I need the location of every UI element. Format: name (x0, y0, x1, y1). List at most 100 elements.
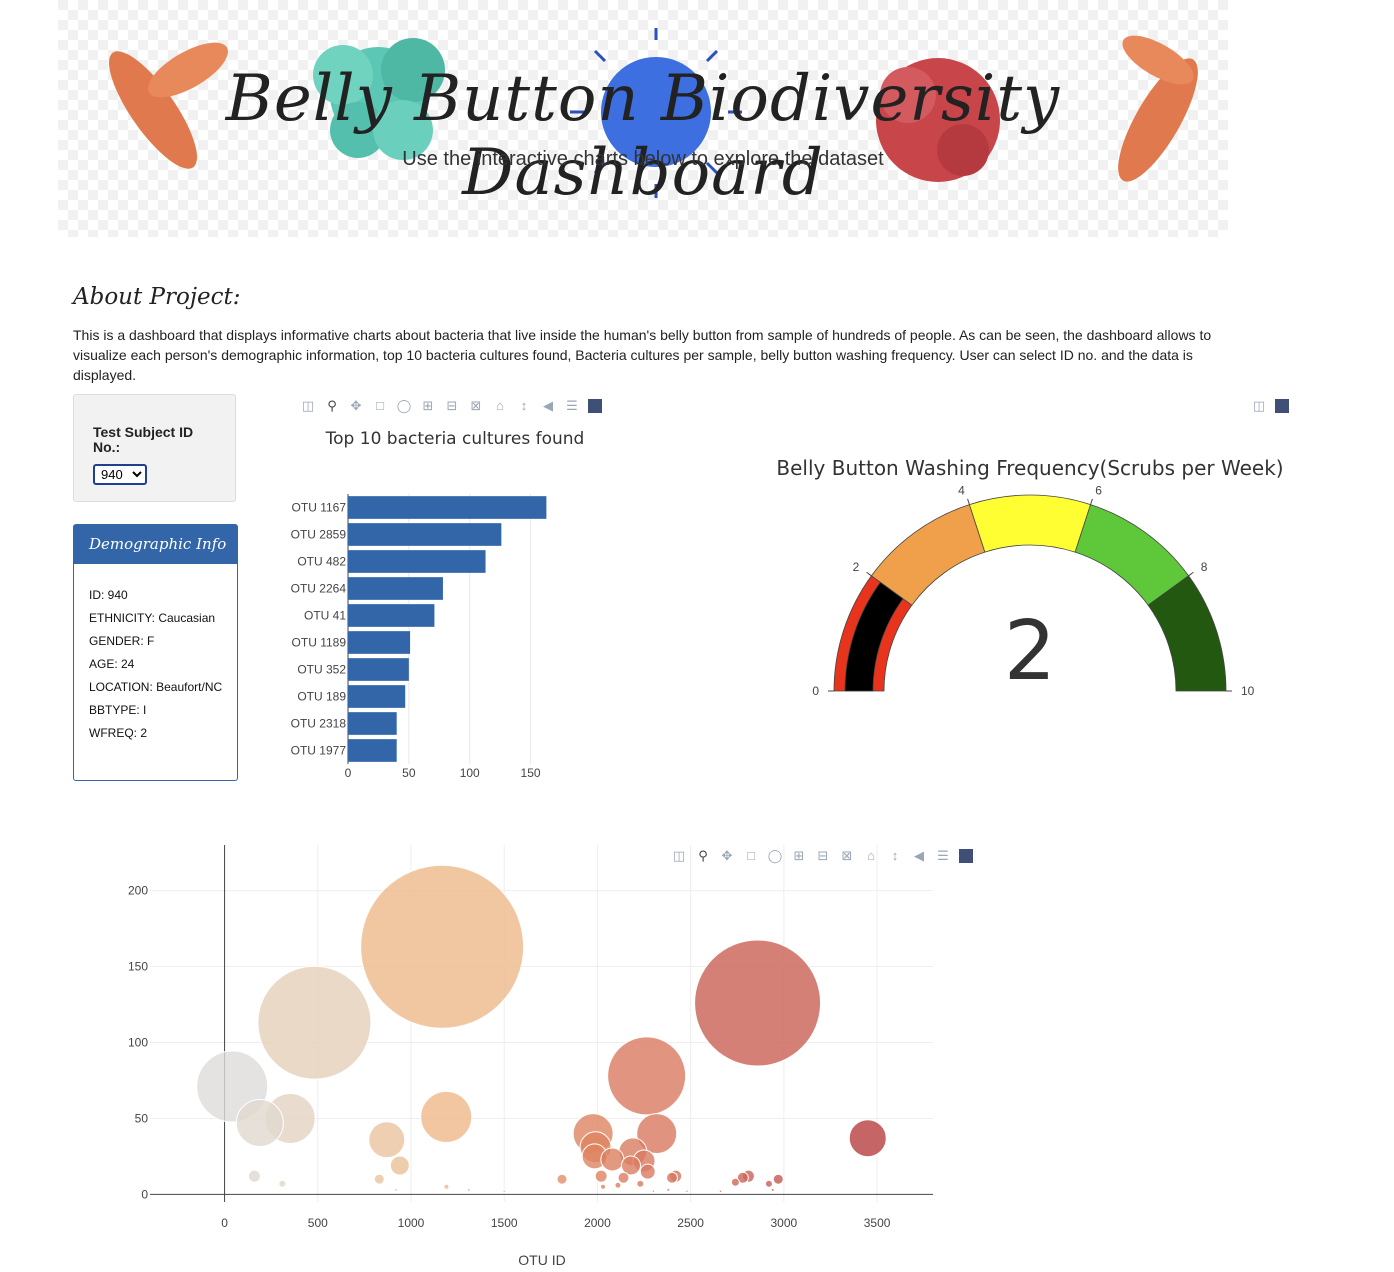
gauge-tick (1188, 571, 1194, 577)
gauge-tick-label: 4 (958, 483, 965, 497)
pan-icon[interactable]: ✥ (721, 848, 733, 863)
gauge-tick-label: 10 (1241, 684, 1255, 698)
bar-x-tick-label: 150 (521, 766, 541, 780)
gauge-value-bar (844, 581, 904, 692)
camera-icon[interactable]: ◫ (1252, 398, 1266, 413)
bar-x-tick-label: 100 (460, 766, 480, 780)
bubble-point (636, 1179, 645, 1188)
bubble-point (848, 1119, 887, 1158)
bar-category-label: OTU 2859 (291, 528, 347, 542)
bar-x-tick-label: 50 (402, 766, 416, 780)
bubble-point (556, 1173, 568, 1185)
bubble-x-tick-label: 2500 (677, 1216, 704, 1230)
bacteria-illustration-right (1118, 35, 1198, 182)
subject-id-select[interactable]: 940 (93, 464, 147, 485)
autoscale-icon[interactable]: ⊠ (841, 848, 853, 863)
bar-x-tick-label: 0 (345, 766, 352, 780)
bubble-point (617, 1171, 630, 1184)
bubble-point (466, 1187, 471, 1192)
hover-compare-icon[interactable]: ☰ (566, 398, 578, 413)
demographic-list: ID: 940 ETHNICITY: Caucasian GENDER: F A… (74, 564, 237, 740)
bubble-point (636, 1113, 678, 1155)
gauge-tick-label: 2 (853, 560, 860, 574)
bacteria-illustration-left (108, 42, 228, 169)
subject-selector-card: Test Subject ID No.: 940 (73, 394, 236, 502)
bar (348, 604, 435, 627)
dashboard-subtitle: Use the interactive charts below to expl… (402, 148, 884, 170)
bubble-point (394, 1187, 399, 1192)
bubble-x-tick-label: 500 (308, 1216, 328, 1230)
camera-icon[interactable]: ◫ (672, 848, 686, 863)
demographic-item: WFREQ: 2 (89, 726, 148, 740)
bar (348, 550, 486, 573)
gauge-step (968, 494, 1092, 553)
banner-artwork (58, 0, 1228, 237)
demographic-item: ID: 940 (89, 588, 128, 602)
demographic-item: BBTYPE: I (89, 703, 147, 717)
lasso-icon[interactable]: ◯ (396, 398, 412, 413)
box-select-icon[interactable]: □ (376, 398, 384, 413)
gauge-tick-label: 8 (1201, 560, 1208, 574)
reset-axes-icon[interactable]: ⌂ (496, 398, 504, 413)
bubble-point (772, 1173, 784, 1185)
bar-category-label: OTU 1167 (292, 501, 347, 515)
bubble-point (247, 1169, 261, 1183)
bubble-x-tick-label: 0 (221, 1216, 228, 1230)
bubble-point (594, 1169, 608, 1183)
zoom-in-icon[interactable]: ⊞ (793, 848, 805, 863)
bar (348, 631, 411, 654)
pan-icon[interactable]: ✥ (350, 398, 362, 413)
gauge-value-number: 2 (1004, 604, 1056, 699)
autoscale-icon[interactable]: ⊠ (470, 398, 482, 413)
bubble-point (420, 1090, 473, 1143)
bubble-point (694, 939, 822, 1067)
bubble-chart-modebar: ◫ ⚲ ✥ □ ◯ ⊞ ⊟ ⊠ ⌂ ↕ ◀ ☰ (671, 849, 973, 863)
bubble-point (685, 1189, 689, 1194)
zoom-icon[interactable]: ⚲ (698, 848, 708, 863)
bubble-point (278, 1179, 287, 1188)
about-description: This is a dashboard that displays inform… (73, 327, 1212, 383)
bubble-point (718, 1189, 723, 1194)
reset-axes-icon[interactable]: ⌂ (867, 848, 875, 863)
hover-compare-icon[interactable]: ☰ (937, 848, 949, 863)
zoom-out-icon[interactable]: ⊟ (446, 398, 458, 413)
bar-category-label: OTU 41 (304, 609, 346, 623)
bubble-point (764, 1179, 773, 1188)
bubble-point (373, 1173, 385, 1185)
bubble-point (443, 1183, 450, 1190)
bubble-y-tick-label: 100 (128, 1035, 148, 1049)
zoom-in-icon[interactable]: ⊞ (422, 398, 434, 413)
plotly-logo-icon[interactable] (959, 849, 973, 863)
bubble-point (607, 1036, 687, 1116)
bar-chart-modebar: ◫ ⚲ ✥ □ ◯ ⊞ ⊟ ⊠ ⌂ ↕ ◀ ☰ (300, 399, 602, 413)
box-select-icon[interactable]: □ (747, 848, 755, 863)
bubble-x-tick-label: 3000 (771, 1216, 798, 1230)
bubble-x-tick-label: 2000 (584, 1216, 611, 1230)
bar (348, 739, 397, 762)
lasso-icon[interactable]: ◯ (767, 848, 783, 863)
camera-icon[interactable]: ◫ (301, 398, 315, 413)
bar-category-label: OTU 189 (297, 690, 346, 704)
bubble-x-tick-label: 3500 (864, 1216, 891, 1230)
bubble-point (730, 1177, 740, 1187)
bubble-point (639, 1163, 656, 1180)
gauge-tick (967, 498, 970, 505)
bubble-x-tick-label: 1000 (398, 1216, 425, 1230)
bubble-point (620, 1155, 641, 1176)
hover-closest-icon[interactable]: ◀ (543, 398, 553, 413)
hover-closest-icon[interactable]: ◀ (914, 848, 924, 863)
plotly-logo-icon[interactable] (1275, 399, 1289, 413)
bubble-y-tick-label: 200 (128, 884, 148, 898)
zoom-out-icon[interactable]: ⊟ (817, 848, 829, 863)
demographic-item: ETHNICITY: Caucasian (89, 611, 216, 625)
spike-lines-icon[interactable]: ↕ (520, 398, 528, 413)
spike-lines-icon[interactable]: ↕ (891, 848, 899, 863)
bubble-point (651, 1189, 656, 1194)
plotly-logo-icon[interactable] (588, 399, 602, 413)
zoom-icon[interactable]: ⚲ (327, 398, 337, 413)
bar-category-label: OTU 352 (297, 663, 346, 677)
dashboard-title: Belly Button Biodiversity Dashboard (225, 62, 1061, 210)
bubble-y-tick-label: 150 (128, 960, 148, 974)
blue-virus-illustration (570, 28, 742, 198)
